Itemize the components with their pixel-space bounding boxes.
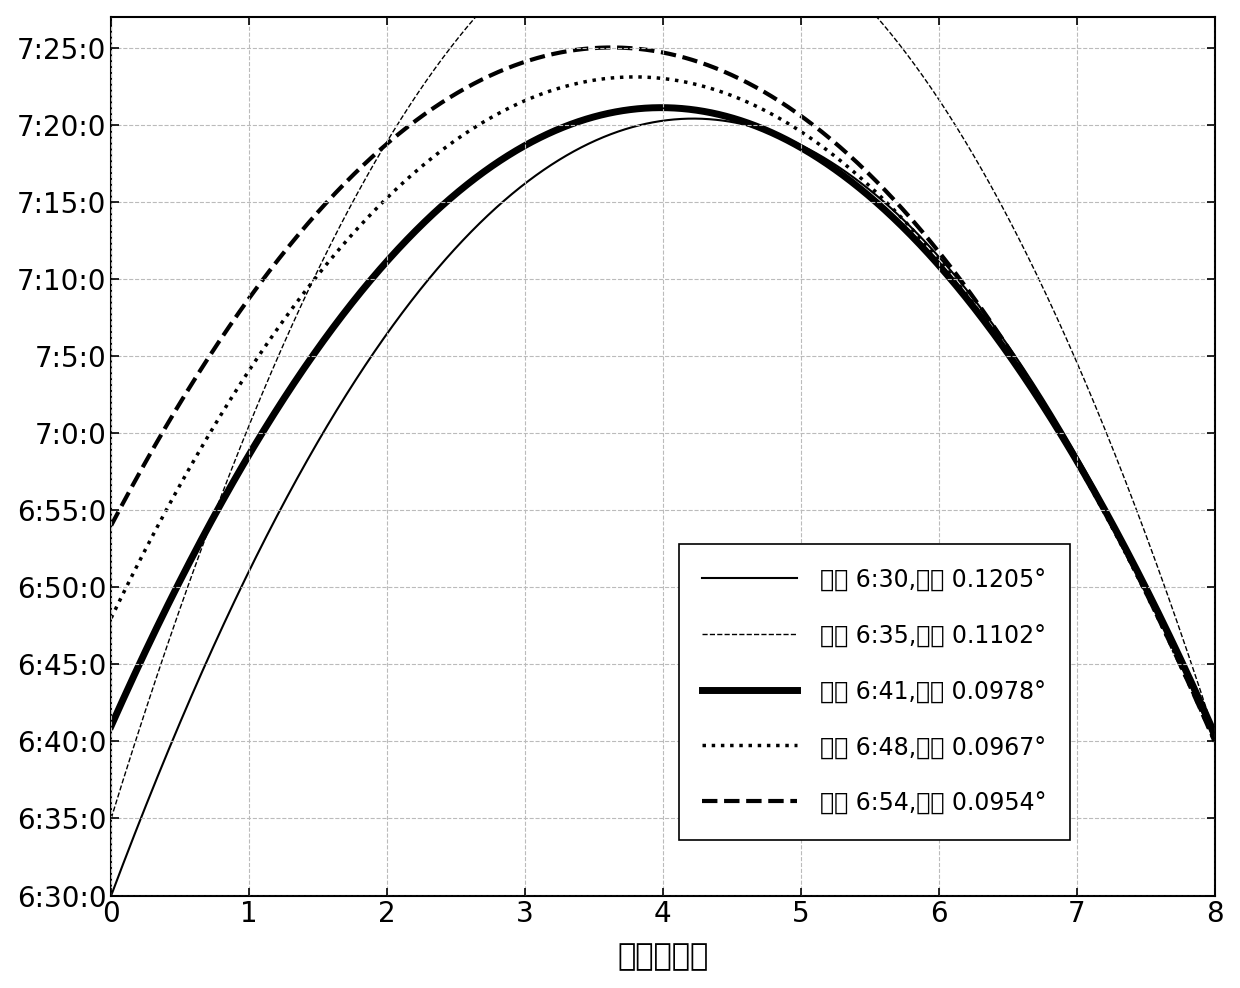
起始 6:30,偏置 0.1205°	[527, 171, 542, 183]
起始 6:41,偏置 0.0978°	[229, 469, 244, 481]
起始 6:54,偏置 0.0954°	[1207, 735, 1221, 747]
起始 6:35,偏置 0.1102°	[295, 296, 310, 308]
起始 6:30,偏置 0.1205°	[1066, 446, 1081, 457]
起始 6:48,偏置 0.0967°	[1185, 688, 1200, 700]
起始 6:35,偏置 0.1102°	[229, 450, 244, 461]
起始 6:41,偏置 0.0978°	[1207, 728, 1221, 740]
起始 6:54,偏置 0.0954°	[574, 43, 589, 55]
起始 6:54,偏置 0.0954°	[295, 224, 310, 236]
起始 6:35,偏置 0.1102°	[1207, 728, 1221, 740]
起始 6:30,偏置 0.1205°	[1185, 686, 1200, 698]
起始 6:30,偏置 0.1205°	[104, 889, 119, 901]
Line: 起始 6:41,偏置 0.0978°: 起始 6:41,偏置 0.0978°	[112, 108, 1214, 734]
起始 6:48,偏置 0.0967°	[627, 71, 642, 83]
起始 6:41,偏置 0.0978°	[527, 134, 542, 146]
起始 6:54,偏置 0.0954°	[1066, 451, 1081, 462]
起始 6:48,偏置 0.0967°	[104, 613, 119, 624]
起始 6:54,偏置 0.0954°	[104, 520, 119, 532]
起始 6:41,偏置 0.0978°	[653, 102, 668, 114]
Line: 起始 6:54,偏置 0.0954°: 起始 6:54,偏置 0.0954°	[112, 47, 1214, 741]
起始 6:35,偏置 0.1102°	[104, 812, 119, 824]
起始 6:48,偏置 0.0967°	[1066, 453, 1081, 465]
起始 6:54,偏置 0.0954°	[1185, 688, 1200, 700]
起始 6:54,偏置 0.0954°	[527, 53, 542, 65]
起始 6:48,偏置 0.0967°	[527, 91, 542, 103]
Line: 起始 6:35,偏置 0.1102°: 起始 6:35,偏置 0.1102°	[112, 0, 1214, 818]
起始 6:54,偏置 0.0954°	[229, 309, 244, 321]
起始 6:30,偏置 0.1205°	[295, 463, 310, 475]
起始 6:48,偏置 0.0967°	[295, 288, 310, 300]
起始 6:48,偏置 0.0967°	[1207, 735, 1221, 747]
起始 6:30,偏置 0.1205°	[574, 141, 589, 153]
起始 6:30,偏置 0.1205°	[686, 113, 701, 124]
起始 6:48,偏置 0.0967°	[229, 383, 244, 395]
起始 6:41,偏置 0.0978°	[295, 365, 310, 376]
起始 6:30,偏置 0.1205°	[229, 590, 244, 602]
起始 6:35,偏置 0.1102°	[1066, 351, 1081, 363]
Line: 起始 6:48,偏置 0.0967°: 起始 6:48,偏置 0.0967°	[112, 77, 1214, 741]
Legend: 起始 6:30,偏置 0.1205°, 起始 6:35,偏置 0.1102°, 起始 6:41,偏置 0.0978°, 起始 6:48,偏置 0.0967°, : 起始 6:30,偏置 0.1205°, 起始 6:35,偏置 0.1102°, …	[678, 544, 1070, 840]
起始 6:35,偏置 0.1102°	[1185, 663, 1200, 675]
X-axis label: 时间（年）: 时间（年）	[618, 943, 708, 971]
起始 6:41,偏置 0.0978°	[104, 720, 119, 732]
起始 6:41,偏置 0.0978°	[1185, 681, 1200, 693]
起始 6:41,偏置 0.0978°	[1066, 451, 1081, 462]
起始 6:41,偏置 0.0978°	[574, 115, 589, 126]
起始 6:48,偏置 0.0967°	[574, 76, 589, 88]
起始 6:30,偏置 0.1205°	[1207, 735, 1221, 747]
起始 6:54,偏置 0.0954°	[604, 41, 619, 53]
Line: 起始 6:30,偏置 0.1205°: 起始 6:30,偏置 0.1205°	[112, 119, 1214, 895]
